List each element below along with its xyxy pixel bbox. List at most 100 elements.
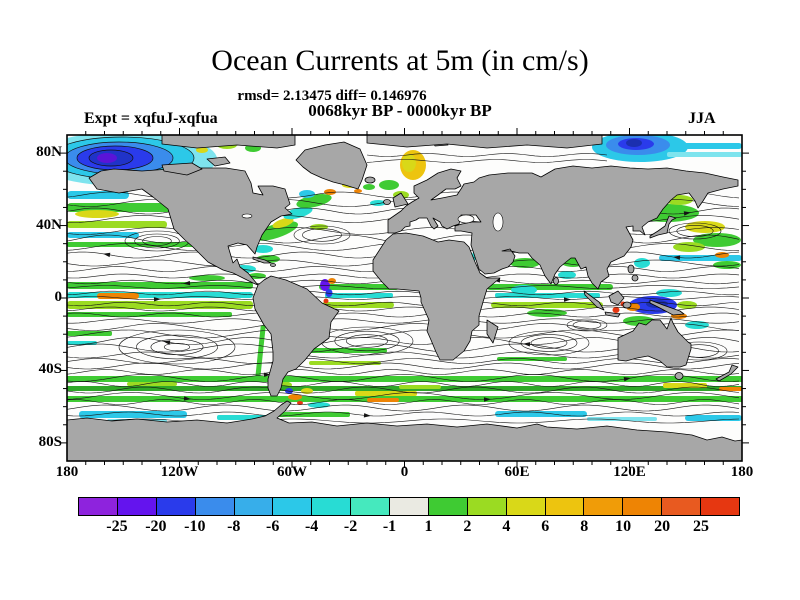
experiment-label: Expt = xqfuJ-xqfua xyxy=(84,110,218,127)
y-axis-tick-label: 0 xyxy=(54,289,63,305)
island-japan xyxy=(649,215,677,239)
x-axis-tick-label: 120E xyxy=(613,464,646,480)
colorbar-tick-label: 8 xyxy=(580,518,589,535)
x-axis-tick-label: 120W xyxy=(160,464,199,480)
stats-line: rmsd= 2.13475 diff= 0.146976 xyxy=(237,88,427,104)
colorbar-cell xyxy=(544,497,585,516)
gyre-contour xyxy=(118,329,236,365)
streamline-arrowhead xyxy=(153,297,161,302)
continent-north-america xyxy=(88,167,293,286)
colorbar-tick-label: -6 xyxy=(266,518,280,535)
colorbar-cell xyxy=(583,497,624,516)
streamline-arrowhead xyxy=(623,377,631,382)
map-frame xyxy=(66,134,743,462)
x-axis-tick-label: 0 xyxy=(400,464,409,480)
island-new-zealand xyxy=(715,364,739,382)
y-axis-tick-label: 80N xyxy=(36,144,62,161)
continent-antarctica xyxy=(67,400,742,461)
colorbar-tick-label: -25 xyxy=(106,518,128,535)
streamline-arrowhead xyxy=(363,413,371,418)
gyre-contour xyxy=(136,334,218,360)
contour-line xyxy=(67,290,740,296)
contour-line xyxy=(366,153,608,157)
gyre-contour xyxy=(334,330,400,352)
colorbar-cell xyxy=(78,497,118,516)
y-axis-tick-label: 40S xyxy=(38,361,62,378)
island-hispaniola xyxy=(270,263,276,267)
colorbar-cell xyxy=(389,497,429,516)
streamline-arrowhead xyxy=(163,340,171,345)
gyre-contour xyxy=(676,225,714,237)
colorbar-cell xyxy=(194,497,235,516)
contour-line xyxy=(67,312,740,318)
island-greenland xyxy=(295,141,368,190)
gyre-contour xyxy=(520,334,578,352)
black-sea xyxy=(457,214,475,224)
gyre-contour xyxy=(150,339,204,356)
island-cuba xyxy=(252,256,272,264)
colorbar xyxy=(78,497,740,516)
y-axis-tick-label: 40N xyxy=(36,216,62,233)
colorbar-tick-label: -4 xyxy=(304,518,319,535)
colorbar-tick-label: 1 xyxy=(424,518,433,535)
island-java xyxy=(604,311,621,318)
colorbar-tick-label: -2 xyxy=(343,518,358,535)
streamline-arrowhead xyxy=(483,397,491,402)
contour-line xyxy=(67,362,740,370)
colorbar-cell xyxy=(505,497,546,516)
colorbar-cell xyxy=(427,497,468,516)
island-iceland xyxy=(364,176,376,184)
island-philippines-n xyxy=(627,264,635,274)
colorbar-cell xyxy=(233,497,274,516)
colorbar-tick-label: 20 xyxy=(654,518,671,535)
contour-line xyxy=(67,386,740,394)
arctic-cap-east xyxy=(366,135,603,149)
contour-line xyxy=(67,399,740,405)
streamline-arrowhead xyxy=(673,255,681,260)
colorbar-tick-label: 25 xyxy=(693,518,710,535)
island-sumatra xyxy=(583,290,605,311)
colorbar-cell xyxy=(622,497,663,516)
streamline-arrowhead xyxy=(103,252,111,258)
contour-line xyxy=(366,159,608,163)
colorbar-cell xyxy=(311,497,352,516)
gyre-contour xyxy=(572,320,602,330)
continent-australia xyxy=(617,317,692,368)
colorbar-cell xyxy=(272,497,313,516)
gyre-contour xyxy=(302,228,342,242)
colorbar-cell xyxy=(350,497,390,516)
island-philippines-s xyxy=(631,274,639,282)
x-axis-tick-label: 180 xyxy=(55,464,79,480)
streamline-arrowhead xyxy=(263,372,271,378)
streamline-arrowhead xyxy=(683,211,691,216)
gyre-contour xyxy=(293,225,351,245)
colorbar-tick-label: 6 xyxy=(541,518,550,535)
island-ireland xyxy=(383,199,391,205)
island-britain xyxy=(392,192,409,208)
period-line: 0068kyr BP - 0000kyr BP xyxy=(308,101,492,120)
gyre-contour xyxy=(566,318,608,332)
arctic-cap-west xyxy=(161,135,296,149)
gyre-contour xyxy=(345,334,388,348)
gyre-contour xyxy=(163,343,191,352)
colorbar-tick-label: -10 xyxy=(184,518,206,535)
streamline-arrowhead xyxy=(563,297,571,302)
streamline-arrowhead xyxy=(183,280,191,286)
colorbar-tick-label: 4 xyxy=(502,518,511,535)
contour-line xyxy=(67,404,740,412)
colorbar-cell xyxy=(466,497,507,516)
colorbar-tick-label: -20 xyxy=(145,518,167,535)
y-axis-tick-label: 80S xyxy=(38,433,62,450)
colorbar-tick-label: -8 xyxy=(227,518,241,535)
contour-line xyxy=(67,296,740,300)
world-map xyxy=(59,127,750,469)
contour-line xyxy=(67,323,740,331)
colorbar-tick-label: 10 xyxy=(615,518,632,535)
continent-south-america xyxy=(252,275,340,397)
continent-africa xyxy=(372,232,501,361)
contour-line xyxy=(67,392,740,400)
caspian-sea xyxy=(492,212,504,232)
great-lakes xyxy=(241,213,253,219)
colorbar-cell xyxy=(155,497,196,516)
